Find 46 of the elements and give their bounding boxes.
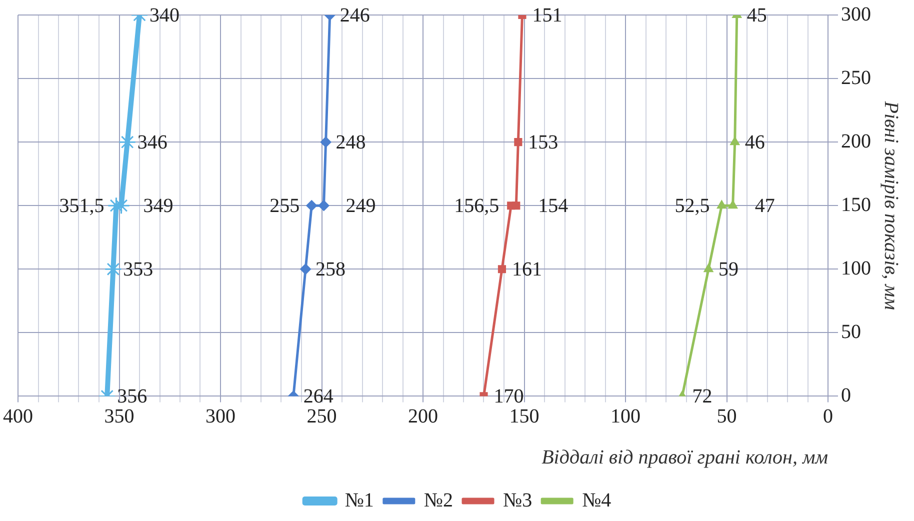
data-label: 46: [744, 131, 765, 154]
data-label: 246: [340, 4, 370, 26]
data-label: 346: [137, 131, 168, 154]
data-label: 52,5: [674, 194, 710, 217]
x-tick-label: 250: [306, 405, 337, 428]
x-axis-title: Віддалі від правої грані колон, мм: [542, 446, 828, 468]
data-label: 248: [336, 131, 366, 154]
data-label: 255: [270, 194, 300, 217]
data-label: 340: [150, 4, 180, 26]
data-label: 59: [718, 258, 739, 280]
y-tick-label: 250: [841, 66, 871, 89]
data-label: 349: [143, 194, 174, 217]
x-tick-label: 400: [3, 405, 33, 428]
data-label: 258: [316, 258, 346, 280]
data-label: 170: [494, 385, 524, 408]
data-label: 264: [303, 385, 334, 408]
x-tick-label: 200: [408, 405, 438, 428]
data-label: 249: [346, 194, 376, 217]
data-label: 351,5: [59, 194, 104, 217]
y-tick-label: 50: [841, 320, 861, 343]
y-tick-label: 300: [841, 3, 871, 26]
x-tick-label: 50: [716, 405, 737, 428]
y-tick-label: 200: [841, 130, 871, 152]
x-tick-label: 0: [823, 405, 833, 428]
x-tick-label: 100: [610, 405, 640, 428]
y-tick-label: 100: [841, 257, 871, 280]
y-tick-label: 150: [841, 194, 871, 216]
legend-label: №3: [503, 489, 532, 512]
data-label: 353: [123, 258, 154, 280]
data-label: 156,5: [454, 194, 500, 217]
data-label: 45: [746, 4, 767, 26]
data-label: 161: [512, 258, 542, 280]
legend-label: №1: [344, 489, 374, 512]
data-label: 356: [117, 385, 148, 408]
x-tick-label: 150: [509, 405, 540, 428]
legend-label: №2: [424, 489, 454, 512]
x-tick-label: 350: [104, 405, 134, 428]
data-label: 154: [538, 194, 568, 217]
legend-label: №4: [582, 489, 612, 512]
x-tick-label: 300: [206, 405, 236, 428]
data-label: 151: [532, 4, 562, 26]
data-label: 153: [528, 131, 558, 154]
y-tick-label: 0: [841, 384, 851, 406]
y-axis-title: Рівні замірів показів, мм: [880, 100, 902, 310]
data-label: 47: [754, 194, 775, 217]
data-label: 72: [692, 385, 712, 408]
